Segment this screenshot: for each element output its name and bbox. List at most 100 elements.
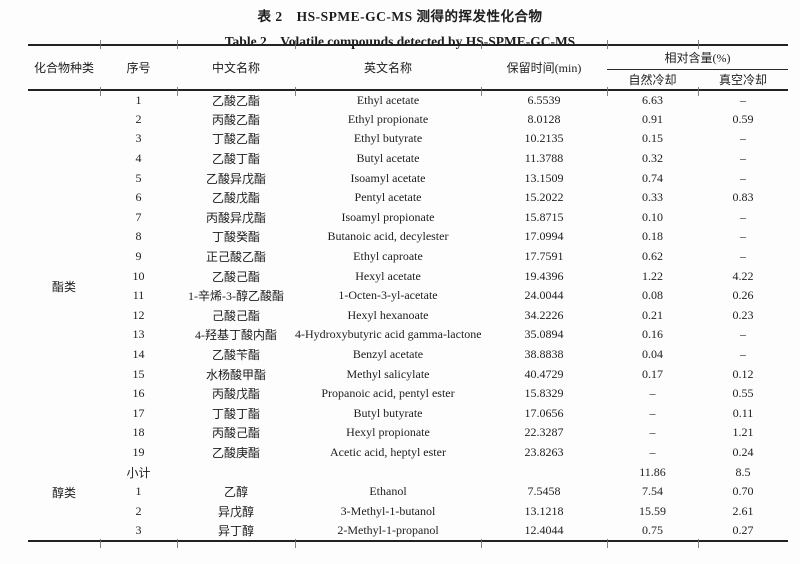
header-compound-type: 化合物种类 [28,45,100,91]
cell-index: 18 [132,425,145,440]
cell-vacuum-cooling: 2.61 [732,503,754,518]
cell-vacuum-cooling: – [740,327,746,342]
table-row: 13 4-羟基丁酸内酯 4-Hydroxybutyric acid gamma-la… [28,325,788,345]
cell-retention-time: 13.1509 [524,170,564,185]
cell-name-en: Ethanol [369,484,407,499]
cell-retention-time: 8.0128 [527,111,561,126]
cell-vacuum-cooling: 0.11 [732,405,754,420]
cell-index: 13 [132,327,145,342]
cell-vacuum-cooling: 0.23 [732,307,754,322]
header-relative-content: 相对含量(%) [607,45,788,70]
cell-vacuum-cooling: 1.21 [732,425,754,440]
cell-retention-time: 15.8329 [524,386,564,401]
cell-name-cn: 丙酸戊酯 [211,387,260,402]
cell-vacuum-cooling: 0.12 [732,366,754,381]
rule-tick [481,87,482,96]
cell-name-en: Ethyl caproate [353,249,423,264]
cell-name-cn: 异丁醇 [217,523,254,538]
header-vacuum-cooling: 真空冷却 [698,69,788,91]
rule-tick [177,87,178,96]
table-row: 5 乙酸异戊酯 Isoamyl acetate 13.1509 0.74 – [28,168,788,188]
cell-name-en: 2-Methyl-1-propanol [337,522,439,537]
cell-name-en: Benzyl acetate [352,347,424,362]
rule-tick [698,539,699,548]
cell-index: 3 [135,522,142,537]
table-row: 醇类 1 乙醇 Ethanol 7.5458 7.54 0.70 [28,482,788,502]
cell-name-en: Hexyl acetate [355,268,421,283]
cell-index: 16 [132,386,145,401]
cell-natural-cooling: – [649,405,656,420]
table-row: 9 正己酸乙酯 Ethyl caproate 17.7591 0.62 – [28,247,788,267]
cell-vacuum-cooling: – [740,170,746,185]
table-row: 19 乙酸庚酯 Acetic acid, heptyl ester 23.8263 – 0… [28,443,788,463]
table-row: 12 己酸己酯 Hexyl hexanoate 34.2226 0.21 0.23 [28,306,788,326]
table-row: 7 丙酸异戊酯 Isoamyl propionate 15.8715 0.10 – [28,208,788,228]
table-row: 17 丁酸丁酯 Butyl butyrate 17.0656 – 0.11 [28,404,788,424]
cell-name-en: Hexyl propionate [346,425,430,440]
cell-retention-time: 38.8838 [524,347,564,362]
rule-tick [481,40,482,49]
cell-retention-time: 6.5539 [527,92,561,107]
rule-tick [607,87,608,96]
cell-retention-time: 15.8715 [524,209,564,224]
cell-retention-time: 24.0044 [524,288,564,303]
cell-name-en: Pentyl acetate [354,190,422,205]
cell-name-en: Propanoic acid, pentyl ester [321,386,455,401]
cell-name-cn: 丁酸乙酯 [211,132,260,147]
table-row: 2 异戊醇 3-Methyl-1-butanol 13.1218 15.59 2.61 [28,501,788,521]
cell-name-cn: 丙酸乙酯 [211,112,260,127]
header-name-en: 英文名称 [295,45,481,91]
table-row: 酯类 1 乙酸乙酯 Ethyl acetate 6.5539 6.63 – [28,90,788,294]
cell-index: 2 [135,503,142,518]
table-row: 6 乙酸戊酯 Pentyl acetate 15.2022 0.33 0.83 [28,188,788,208]
header-natural-cooling: 自然冷却 [607,69,698,91]
cell-name-cn: 4-羟基丁酸内酯 [195,328,277,343]
cell-name-cn: 乙酸乙酯 [211,93,260,108]
rule-tick [177,539,178,548]
cell-natural-cooling: 0.21 [642,307,663,322]
cell-name-en: Butyl butyrate [353,405,423,420]
rule-tick [607,539,608,548]
cell-index: 5 [135,170,142,185]
cell-name-cn: 丁酸丁酯 [211,406,260,421]
cell-vacuum-cooling: 0.26 [732,288,754,303]
cell-name-cn: 乙酸苄酯 [211,348,260,363]
cell-name-en: Ethyl acetate [356,92,420,107]
cell-name-en: Methyl salicylate [346,366,430,381]
cell-retention-time: 17.0994 [524,229,564,244]
cell-retention-time: 22.3287 [524,425,564,440]
table-body: 酯类 1 乙酸乙酯 Ethyl acetate 6.5539 6.63 – 2 丙酸乙酯 Ethy… [28,90,788,541]
cell-natural-cooling: – [649,425,656,440]
table-header: 化合物种类 序号 中文名称 英文名称 保留时间(min) 相对含量(%) 自然冷… [28,45,788,91]
cell-index: 4 [135,151,142,166]
table-row: 10 乙酸己酯 Hexyl acetate 19.4396 1.22 4.22 [28,266,788,286]
cell-retention-time: 13.1218 [524,503,564,518]
table-row: 11 1-辛烯-3-醇乙酸酯 1-Octen-3-yl-acetate 24.0044… [28,286,788,306]
volatile-compounds-table: 化合物种类 序号 中文名称 英文名称 保留时间(min) 相对含量(%) 自然冷… [28,44,788,542]
rule-tick [100,87,101,96]
cell-retention-time: 23.8263 [524,444,564,459]
rule-tick [100,539,101,548]
cell-name-cn: 丙酸己酯 [211,426,260,441]
cell-name-cn: 乙酸庚酯 [211,445,260,460]
cell-retention-time: 34.2226 [524,307,564,322]
cell-natural-cooling: 7.54 [642,484,663,499]
cell-vacuum-cooling: – [740,209,746,224]
cell-name-en [295,462,481,482]
cell-natural-cooling: 0.91 [642,111,663,126]
cell-name-cn: 异戊醇 [217,504,254,519]
cell-index: 17 [132,405,145,420]
cell-index: 6 [135,190,142,205]
cell-vacuum-cooling: 0.70 [732,484,754,499]
rule-tick [607,40,608,49]
cell-vacuum-cooling: – [740,131,746,146]
table-row: 16 丙酸戊酯 Propanoic acid, pentyl ester 15.832… [28,384,788,404]
cell-natural-cooling: – [649,444,656,459]
table-row: 3 丁酸乙酯 Ethyl butyrate 10.2135 0.15 – [28,129,788,149]
cell-name-cn: 丙酸异戊酯 [205,210,266,225]
rule-tick [698,87,699,96]
cell-vacuum-cooling: – [740,229,746,244]
rule-tick [295,539,296,548]
table-row: 14 乙酸苄酯 Benzyl acetate 38.8838 0.04 – [28,345,788,365]
cell-index: 3 [135,131,142,146]
